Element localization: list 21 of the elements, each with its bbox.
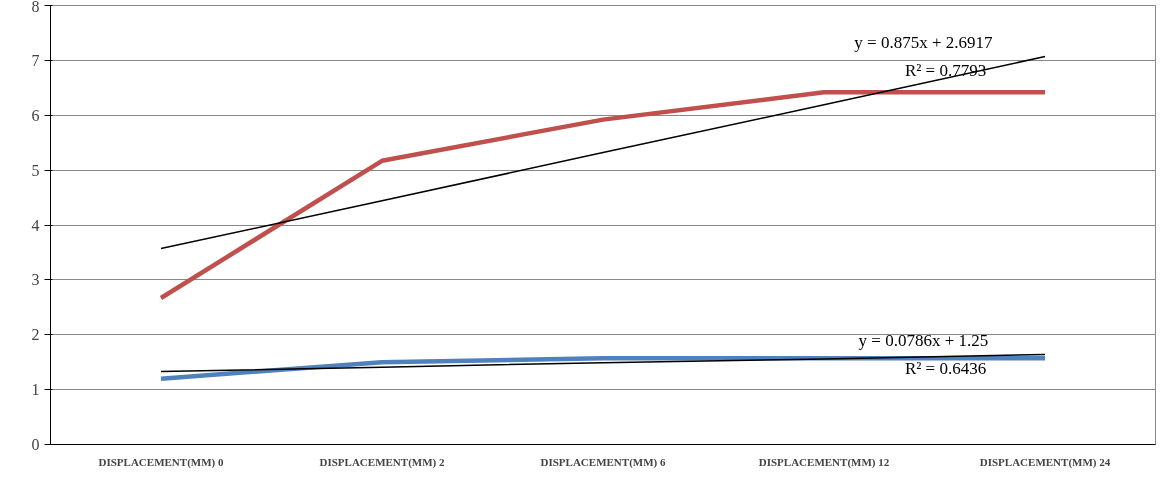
y-tick-label: 3 (31, 271, 40, 289)
y-tick-label: 7 (31, 51, 40, 69)
annotation: y = 0.0786x + 1.25 (858, 331, 989, 351)
line-series (160, 353, 1046, 373)
y-tick-label: 0 (31, 436, 40, 453)
x-tick-label: DISPLACEMENT(MM) 2 (319, 455, 445, 469)
y-tick-label: 6 (31, 106, 40, 124)
x-tick-label: DISPLACEMENT(MM) 24 (979, 455, 1111, 469)
annotation: R² = 0.6436 (904, 358, 987, 378)
y-tick-label: 2 (31, 326, 40, 344)
annotation: y = 0.875x + 2.6917 (854, 33, 994, 53)
y-tick-label: 4 (31, 216, 40, 234)
y-tick-label: 5 (31, 161, 40, 179)
y-tick-label: 1 (31, 381, 40, 399)
x-tick-label: DISPLACEMENT(MM) 6 (540, 455, 666, 469)
line-series (160, 55, 1046, 250)
y-tick-label: 8 (31, 0, 40, 15)
line-series (158, 89, 1048, 301)
x-tick-label: DISPLACEMENT(MM) 12 (758, 455, 890, 469)
annotation: R² = 0.7793 (904, 60, 987, 80)
x-tick-label: DISPLACEMENT(MM) 0 (98, 455, 224, 469)
